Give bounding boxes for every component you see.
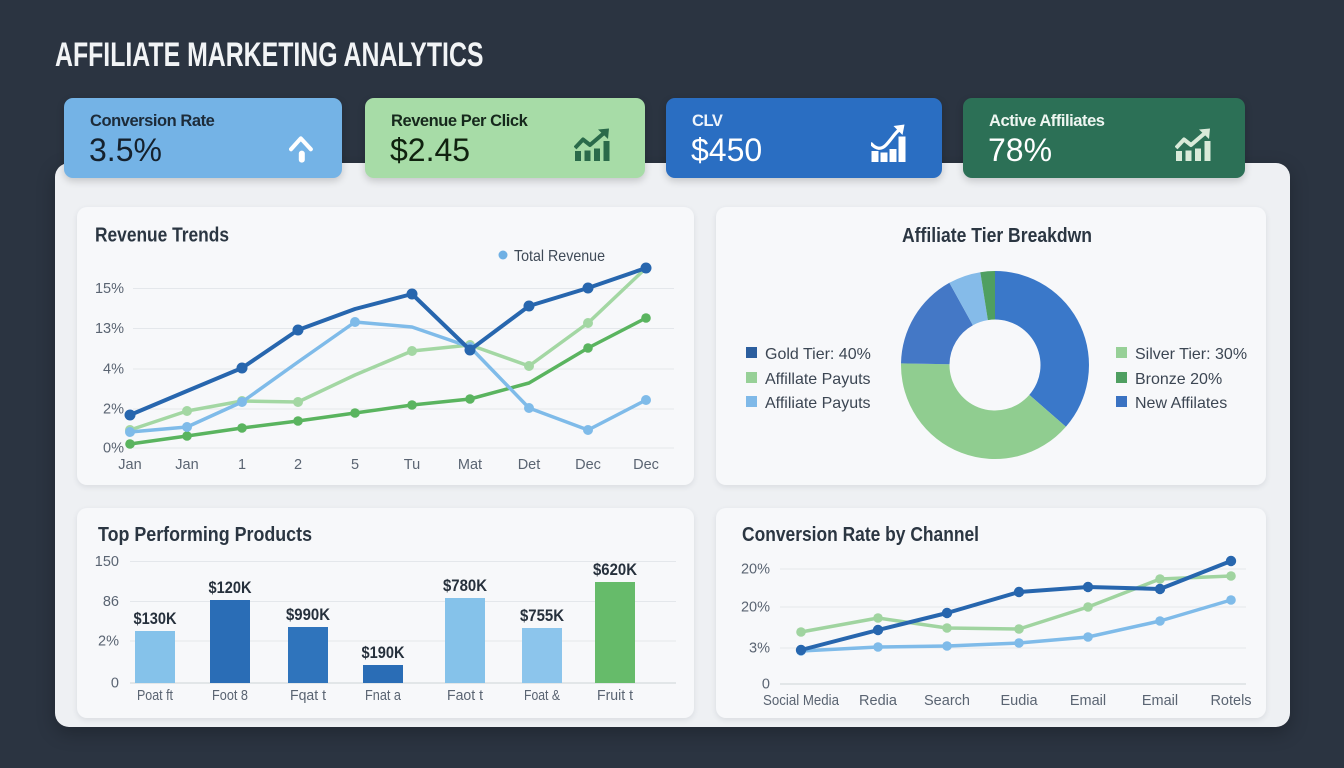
svg-text:$190K: $190K [362,643,406,662]
svg-text:Revenue Trends: Revenue Trends [95,225,229,247]
svg-text:Affillate Payuts: Affillate Payuts [765,371,871,388]
svg-text:Conversion Rate by Channel: Conversion Rate by Channel [742,524,979,546]
svg-text:Bronze 20%: Bronze 20% [1135,371,1222,388]
svg-text:Affiliate Payuts: Affiliate Payuts [765,395,871,412]
svg-text:Email: Email [1070,693,1106,709]
svg-text:Gold Tier: 40%: Gold Tier: 40% [765,346,871,363]
svg-text:3%: 3% [749,641,770,657]
svg-text:Faot t: Faot t [447,688,483,704]
svg-text:Fqat t: Fqat t [290,688,326,704]
svg-text:Total Revenue: Total Revenue [514,248,605,265]
svg-text:2%: 2% [98,634,119,650]
svg-text:$990K: $990K [286,605,331,624]
svg-text:20%: 20% [741,600,770,616]
svg-text:13%: 13% [95,321,124,337]
svg-text:Dec: Dec [575,457,601,473]
svg-text:$130K: $130K [134,609,178,628]
svg-text:5: 5 [351,457,359,473]
svg-text:15%: 15% [95,281,124,297]
svg-text:150: 150 [95,554,119,570]
svg-text:$780K: $780K [443,576,488,595]
svg-text:Det: Det [518,457,541,473]
svg-text:$755K: $755K [520,606,565,625]
svg-text:Poat ft: Poat ft [137,688,173,704]
svg-text:0: 0 [762,677,770,693]
svg-text:Rotels: Rotels [1210,693,1251,709]
svg-text:4%: 4% [103,362,124,378]
svg-text:Silver Tier: 30%: Silver Tier: 30% [1135,346,1247,363]
svg-text:Foat &: Foat & [524,688,560,704]
svg-text:Mat: Mat [458,457,482,473]
svg-text:Jan: Jan [175,457,198,473]
svg-text:0: 0 [111,676,119,692]
svg-text:$620K: $620K [593,560,638,579]
svg-text:Fnat a: Fnat a [365,688,402,704]
svg-text:Top Performing Products: Top Performing Products [98,524,312,546]
svg-text:1: 1 [238,457,246,473]
svg-text:Search: Search [924,693,970,709]
svg-text:Affiliate Tier Breakdwn: Affiliate Tier Breakdwn [902,225,1092,247]
svg-text:Fruit t: Fruit t [597,688,633,704]
svg-text:86: 86 [103,594,119,610]
svg-text:Tu: Tu [404,457,420,473]
svg-text:2%: 2% [103,402,124,418]
svg-text:Eudia: Eudia [1000,693,1038,709]
svg-text:Social Media: Social Media [763,693,840,709]
svg-text:Redia: Redia [859,693,898,709]
svg-text:Email: Email [1142,693,1178,709]
svg-text:$120K: $120K [209,578,253,597]
svg-text:New Affilates: New Affilates [1135,395,1227,412]
svg-text:2: 2 [294,457,302,473]
svg-text:Jan: Jan [118,457,141,473]
svg-text:20%: 20% [741,562,770,578]
svg-text:Foot 8: Foot 8 [212,688,248,704]
svg-text:Dec: Dec [633,457,659,473]
svg-text:0%: 0% [103,441,124,457]
